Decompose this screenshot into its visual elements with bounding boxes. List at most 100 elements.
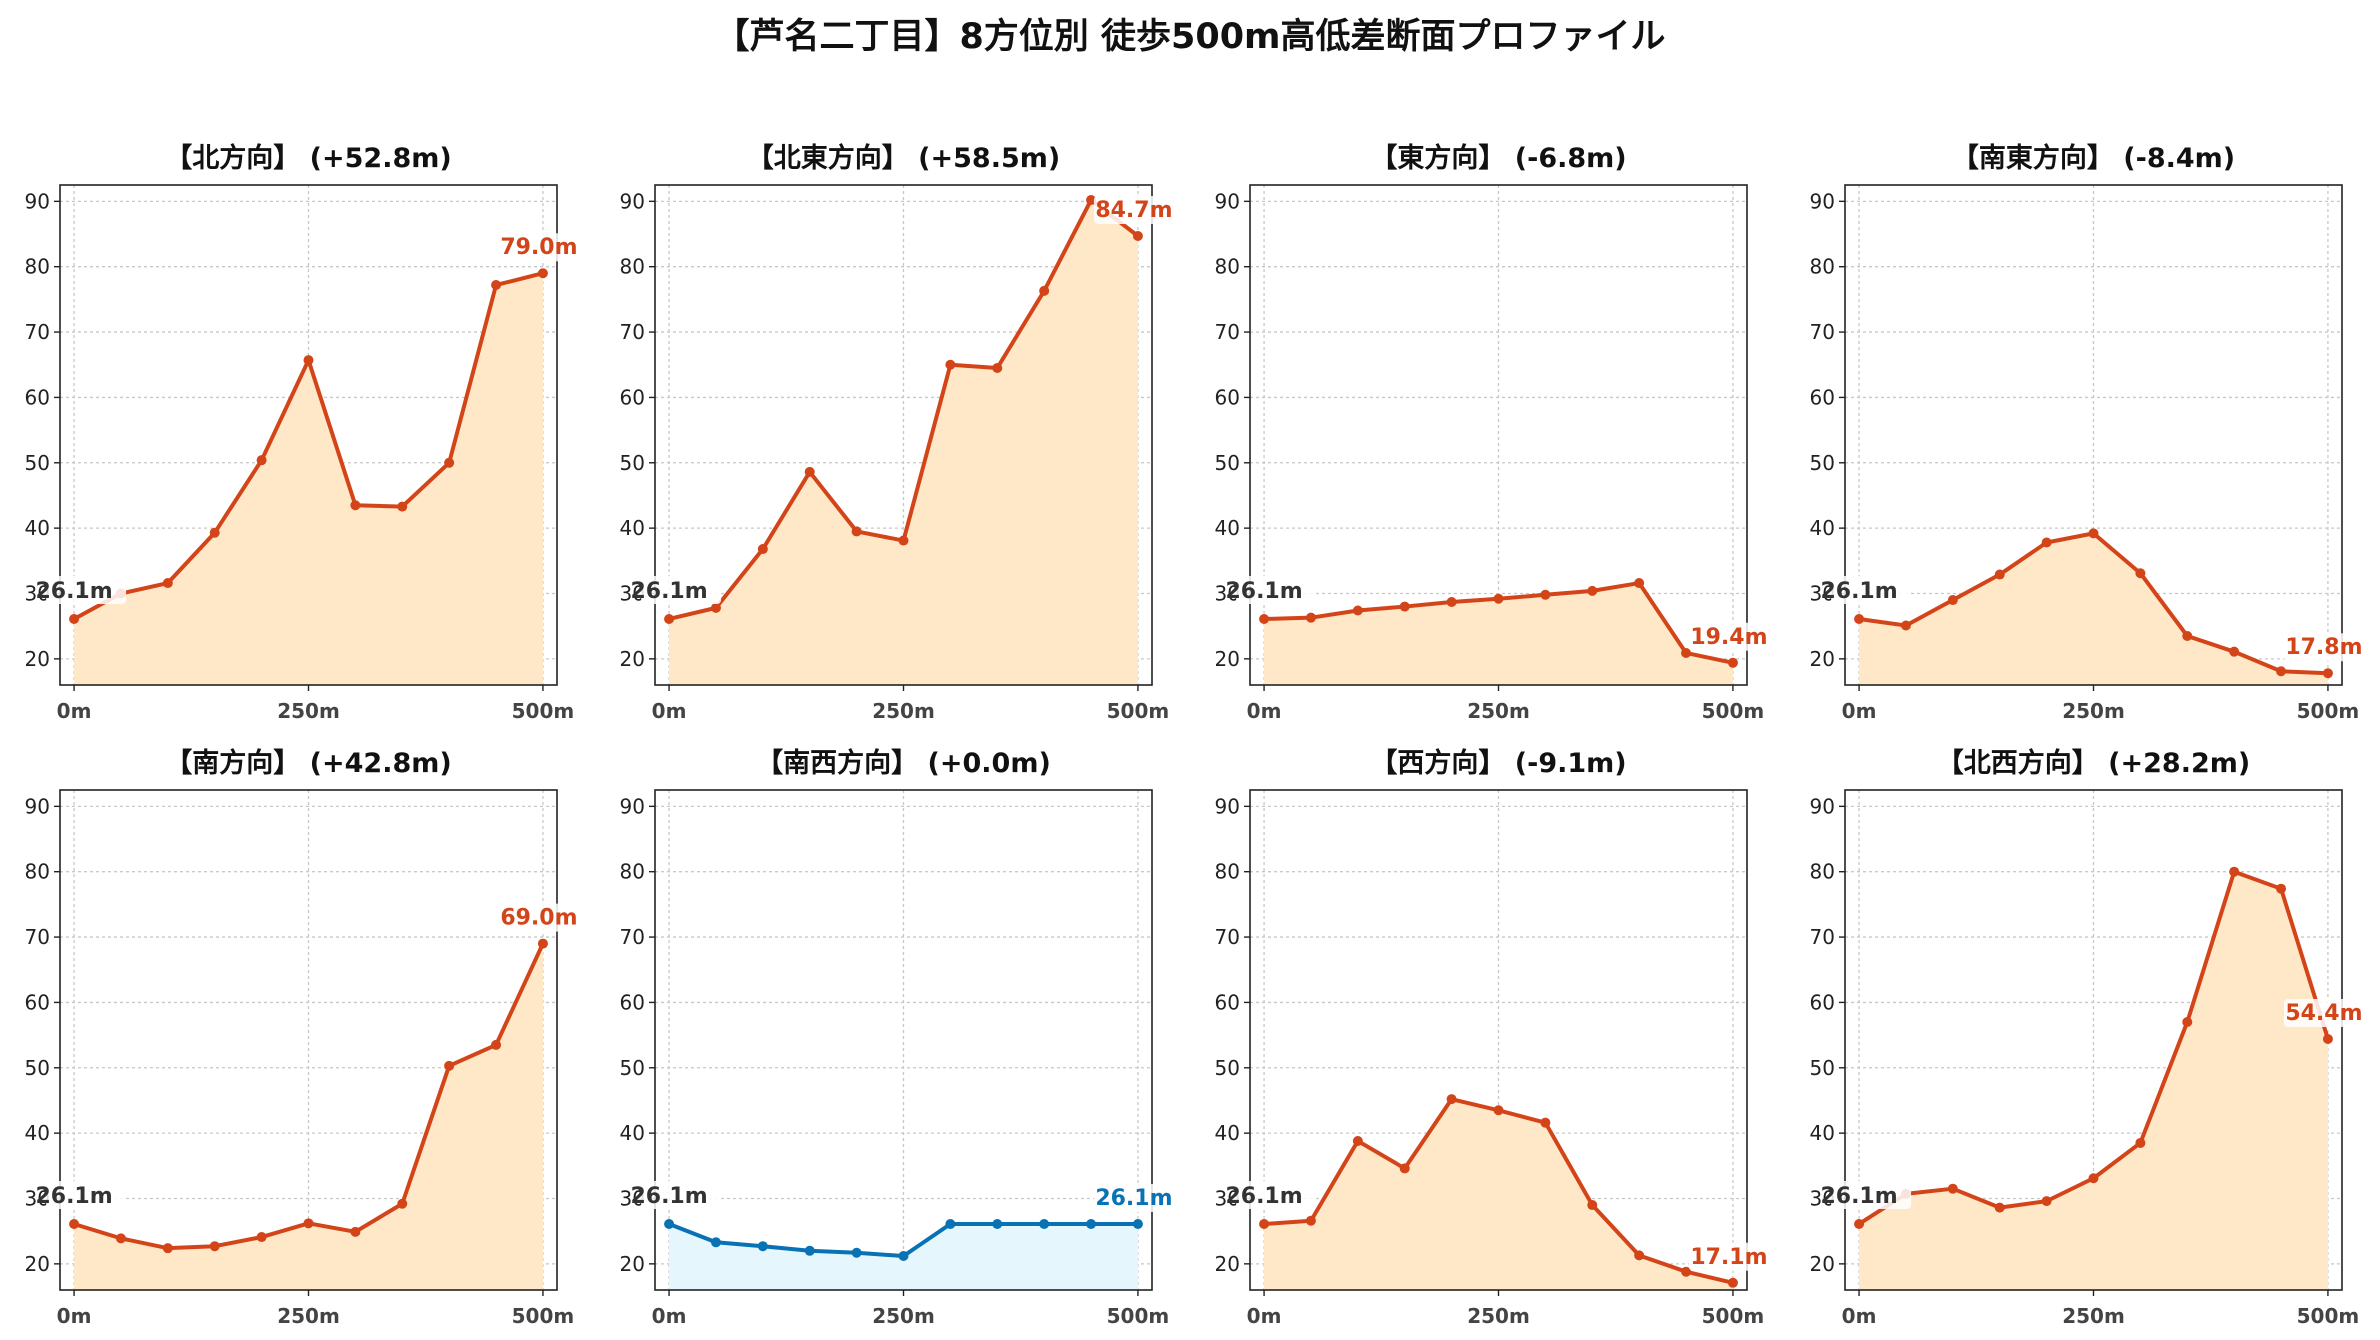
end-label-bg <box>1093 195 1174 224</box>
data-point <box>1681 1266 1692 1277</box>
figure-title: 【芦名二丁目】8方位別 徒歩500m高低差断面プロファイル <box>714 17 1666 57</box>
y-tick-label: 60 <box>1215 990 1240 1014</box>
y-tick-label: 90 <box>620 189 645 213</box>
data-point <box>1727 1277 1738 1288</box>
data-point <box>1259 1218 1270 1229</box>
x-tick-label: 500m <box>512 1304 575 1328</box>
y-tick-label: 20 <box>1810 1252 1835 1276</box>
y-tick-label: 70 <box>1810 925 1835 949</box>
start-label: 26.1m <box>1820 579 1897 604</box>
y-tick-label: 90 <box>25 189 50 213</box>
panel-2: 【北東方向】 (+58.5m) 20 30 40 50 60 70 80 90 0m 250m 500… <box>620 142 1174 723</box>
data-point <box>209 1241 220 1252</box>
data-point <box>115 1233 126 1244</box>
y-tick-label: 30 <box>620 581 645 605</box>
y-tick-label: 70 <box>1810 320 1835 344</box>
x-tick-label: 500m <box>1702 699 1765 723</box>
start-label-bg <box>46 1180 127 1209</box>
x-tick-label: 0m <box>1842 1304 1877 1328</box>
data-point <box>757 1241 768 1252</box>
data-point <box>1039 1218 1050 1229</box>
end-label: 84.7m <box>1095 198 1172 223</box>
data-point <box>1493 1105 1504 1116</box>
data-point <box>350 500 361 511</box>
data-point <box>710 1237 721 1248</box>
y-tick-label: 40 <box>25 516 50 540</box>
y-tick-label: 80 <box>1810 255 1835 279</box>
data-point <box>1681 647 1692 658</box>
y-tick-label: 70 <box>620 320 645 344</box>
data-point <box>1587 1200 1598 1211</box>
y-tick-label: 20 <box>620 1252 645 1276</box>
data-point <box>350 1226 361 1237</box>
x-tick-label: 0m <box>652 699 687 723</box>
data-point <box>2088 528 2099 539</box>
area-fill <box>1859 533 2328 685</box>
end-label: 69.0m <box>500 906 577 931</box>
x-tick-label: 250m <box>2062 1304 2125 1328</box>
data-point <box>397 501 408 512</box>
data-point <box>664 1218 675 1229</box>
panel-1: 【北方向】 (+52.8m) 20 30 40 50 60 70 80 90 0m 250m 500m… <box>25 142 579 723</box>
data-point <box>2229 646 2240 657</box>
data-point <box>1493 593 1504 604</box>
data-point <box>537 938 548 949</box>
data-point <box>1540 1117 1551 1128</box>
area-fill <box>1264 1099 1733 1290</box>
data-point <box>2229 866 2240 877</box>
y-tick-label: 20 <box>1810 647 1835 671</box>
data-point <box>303 1218 314 1229</box>
y-tick-label: 70 <box>1215 925 1240 949</box>
start-label: 26.1m <box>630 1184 707 1209</box>
y-tick-label: 90 <box>620 794 645 818</box>
y-tick-label: 60 <box>1810 990 1835 1014</box>
y-tick-label: 50 <box>1215 1056 1240 1080</box>
data-point <box>69 613 80 624</box>
end-label: 19.4m <box>1690 625 1767 650</box>
data-point <box>491 280 502 290</box>
start-label: 26.1m <box>35 1184 112 1209</box>
panel-7: 【西方向】 (-9.1m) 20 30 40 50 60 70 80 90 0m 250m 500m 2… <box>1215 747 1769 1328</box>
y-tick-label: 40 <box>620 516 645 540</box>
x-tick-label: 0m <box>57 699 92 723</box>
y-tick-label: 80 <box>1810 860 1835 884</box>
data-point <box>1540 589 1551 600</box>
y-tick-label: 50 <box>25 1056 50 1080</box>
data-point <box>2135 1137 2146 1148</box>
y-tick-label: 40 <box>620 1121 645 1145</box>
y-tick-label: 30 <box>25 581 50 605</box>
panel-title: 【南西方向】 (+0.0m) <box>756 747 1051 779</box>
data-point <box>945 359 956 370</box>
data-point <box>992 363 1003 374</box>
data-point <box>209 527 220 538</box>
data-point <box>1634 1250 1645 1261</box>
x-tick-label: 250m <box>1467 1304 1530 1328</box>
data-point <box>664 613 675 624</box>
data-point <box>1947 595 1958 606</box>
y-tick-label: 70 <box>25 320 50 344</box>
y-tick-label: 40 <box>1810 516 1835 540</box>
data-point <box>2182 1017 2193 1028</box>
data-point <box>303 355 314 366</box>
y-tick-label: 30 <box>1810 1186 1835 1210</box>
x-tick-label: 500m <box>1107 1304 1170 1328</box>
data-point <box>757 544 768 555</box>
start-label-bg <box>1236 1180 1317 1209</box>
end-label: 17.8m <box>2285 635 2362 660</box>
y-tick-label: 30 <box>1810 581 1835 605</box>
start-label-bg <box>1236 575 1317 604</box>
y-tick-label: 50 <box>1810 1056 1835 1080</box>
area-fill <box>669 200 1138 685</box>
start-label: 26.1m <box>1225 579 1302 604</box>
data-point <box>1132 1218 1143 1229</box>
data-point <box>1086 195 1097 206</box>
x-tick-label: 0m <box>1842 699 1877 723</box>
data-point <box>1587 585 1598 596</box>
data-point <box>2276 666 2287 677</box>
data-point <box>710 602 721 613</box>
data-point <box>898 535 909 546</box>
start-label-bg <box>1831 575 1912 604</box>
panel-title: 【北西方向】 (+28.2m) <box>1937 747 2250 779</box>
y-tick-label: 90 <box>1810 794 1835 818</box>
